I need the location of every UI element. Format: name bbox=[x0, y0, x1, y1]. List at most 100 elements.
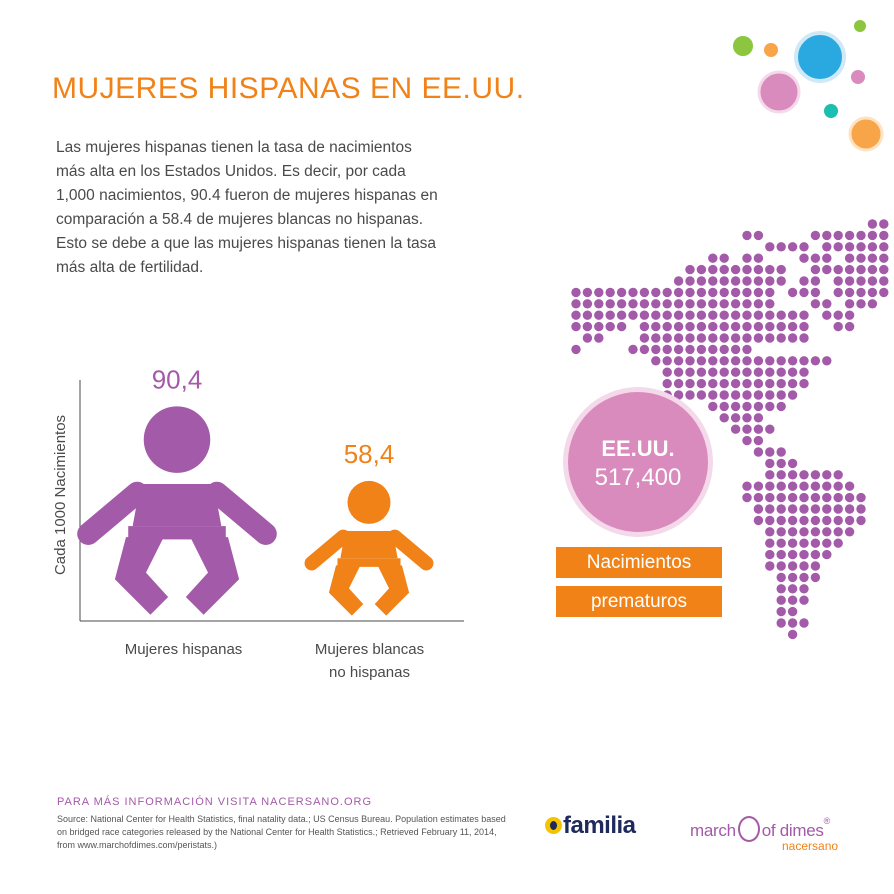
map-dot bbox=[708, 356, 718, 366]
map-dot bbox=[753, 264, 764, 275]
map-dot bbox=[742, 344, 752, 355]
map-dot bbox=[833, 492, 843, 503]
tag-prematuros: prematuros bbox=[556, 586, 722, 617]
map-dot bbox=[810, 264, 821, 275]
map-dot bbox=[742, 310, 752, 320]
map-dot bbox=[730, 299, 741, 309]
data-label-1: 58,4 bbox=[344, 439, 395, 469]
map-dot bbox=[696, 264, 707, 275]
map-dot bbox=[879, 253, 889, 263]
map-dot bbox=[822, 538, 832, 548]
map-dot bbox=[742, 321, 752, 332]
more-info-link[interactable]: PARA MÁS INFORMACIÓN VISITA NACERSANO.OR… bbox=[57, 796, 373, 808]
map-dot bbox=[787, 321, 798, 332]
nacersano-logo: nacersano bbox=[782, 839, 839, 853]
map-dot bbox=[776, 515, 786, 526]
map-dot bbox=[787, 572, 798, 583]
map-dot bbox=[776, 618, 786, 628]
map-dot bbox=[844, 264, 855, 275]
map-dot bbox=[742, 333, 752, 343]
map-dot bbox=[856, 515, 866, 526]
map-dot bbox=[776, 470, 786, 480]
map-dot bbox=[730, 413, 741, 423]
map-dot bbox=[605, 321, 615, 332]
map-dot bbox=[719, 378, 729, 389]
map-dot bbox=[662, 333, 672, 343]
map-dot bbox=[787, 595, 798, 605]
map-dot bbox=[856, 276, 866, 286]
tag-nacimientos: Nacimientos bbox=[556, 547, 722, 578]
map-dot bbox=[833, 481, 843, 491]
map-dot bbox=[776, 401, 786, 412]
map-dot bbox=[708, 367, 718, 377]
map-dot bbox=[810, 253, 821, 263]
map-dot bbox=[753, 401, 764, 412]
data-label-0: 90,4 bbox=[152, 364, 203, 394]
us-stat-circle: EE.UU. 517,400 bbox=[568, 392, 708, 532]
map-dot bbox=[776, 242, 786, 252]
map-dot bbox=[639, 299, 650, 309]
map-dot bbox=[810, 527, 821, 537]
map-dot bbox=[730, 333, 741, 343]
map-dot bbox=[594, 287, 604, 298]
map-dot bbox=[799, 504, 809, 514]
map-dot bbox=[742, 299, 752, 309]
map-dot bbox=[844, 321, 855, 332]
map-dot bbox=[753, 481, 764, 491]
source-note: Source: National Center for Health Stati… bbox=[57, 814, 506, 850]
map-dot bbox=[833, 515, 843, 526]
map-dot bbox=[810, 572, 821, 583]
map-dot bbox=[765, 481, 775, 491]
map-dot bbox=[685, 344, 695, 355]
map-dot bbox=[662, 378, 672, 389]
map-dot bbox=[685, 356, 695, 366]
stat-region-label: EE.UU. bbox=[601, 436, 675, 461]
map-dot bbox=[696, 390, 707, 400]
x-tick-label-white: Mujeres blancas no hispanas bbox=[314, 641, 425, 681]
map-dot bbox=[616, 310, 627, 320]
map-dot bbox=[879, 264, 889, 275]
map-dot bbox=[571, 321, 581, 332]
map-dot bbox=[730, 287, 741, 298]
map-dot bbox=[822, 230, 832, 241]
map-dot bbox=[776, 492, 786, 503]
map-dot bbox=[708, 378, 718, 389]
map-dot bbox=[753, 492, 764, 503]
map-dot bbox=[833, 321, 843, 332]
map-dot bbox=[696, 344, 707, 355]
map-dot bbox=[810, 276, 821, 286]
map-dot bbox=[696, 276, 707, 286]
map-dot bbox=[765, 264, 775, 275]
map-dot bbox=[651, 310, 661, 320]
map-dot bbox=[765, 356, 775, 366]
map-dot bbox=[810, 549, 821, 560]
map-dot bbox=[776, 538, 786, 548]
map-dot bbox=[742, 401, 752, 412]
mother-baby-icon bbox=[737, 816, 760, 842]
map-dot bbox=[730, 390, 741, 400]
map-dot bbox=[753, 276, 764, 286]
map-dot bbox=[833, 470, 843, 480]
map-dot bbox=[765, 538, 775, 548]
map-dot bbox=[730, 344, 741, 355]
map-dot bbox=[799, 618, 809, 628]
map-dot bbox=[685, 367, 695, 377]
map-dot bbox=[787, 481, 798, 491]
map-dot bbox=[810, 287, 821, 298]
map-dot bbox=[742, 276, 752, 286]
map-dot bbox=[787, 618, 798, 628]
map-dot bbox=[730, 310, 741, 320]
map-dot bbox=[844, 253, 855, 263]
map-dot bbox=[810, 470, 821, 480]
map-dot bbox=[730, 276, 741, 286]
map-dot bbox=[765, 321, 775, 332]
map-dot bbox=[719, 413, 729, 423]
map-dot bbox=[867, 219, 878, 229]
map-dot bbox=[685, 310, 695, 320]
map-dot bbox=[776, 321, 786, 332]
map-dot bbox=[787, 333, 798, 343]
map-dot bbox=[685, 276, 695, 286]
map-dot bbox=[799, 321, 809, 332]
map-dot bbox=[594, 321, 604, 332]
